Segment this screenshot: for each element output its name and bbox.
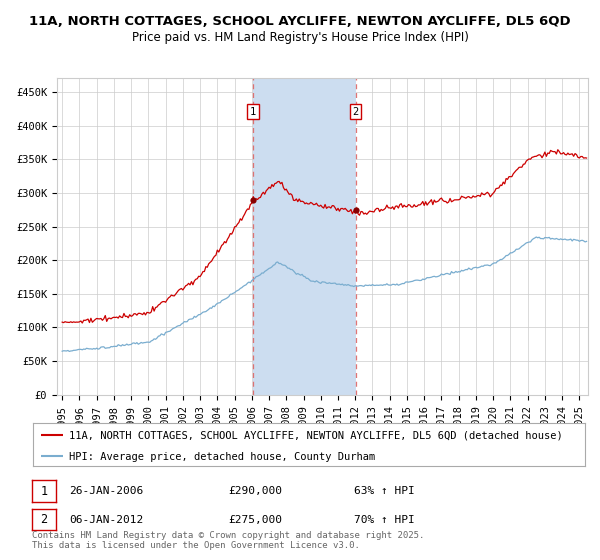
Text: Price paid vs. HM Land Registry's House Price Index (HPI): Price paid vs. HM Land Registry's House …: [131, 31, 469, 44]
Bar: [253, 78, 356, 395]
Text: 1: 1: [250, 106, 256, 116]
Text: 26-JAN-2006: 26-JAN-2006: [69, 486, 143, 496]
Text: 2: 2: [40, 513, 47, 526]
Text: Contains HM Land Registry data © Crown copyright and database right 2025.
This d: Contains HM Land Registry data © Crown c…: [32, 530, 424, 550]
Text: £290,000: £290,000: [228, 486, 282, 496]
Text: 11A, NORTH COTTAGES, SCHOOL AYCLIFFE, NEWTON AYCLIFFE, DL5 6QD (detached house): 11A, NORTH COTTAGES, SCHOOL AYCLIFFE, NE…: [69, 431, 563, 441]
Text: 06-JAN-2012: 06-JAN-2012: [69, 515, 143, 525]
Text: £275,000: £275,000: [228, 515, 282, 525]
Text: 1: 1: [40, 484, 47, 498]
Text: 2: 2: [352, 106, 359, 116]
Text: HPI: Average price, detached house, County Durham: HPI: Average price, detached house, Coun…: [69, 452, 375, 463]
Text: 11A, NORTH COTTAGES, SCHOOL AYCLIFFE, NEWTON AYCLIFFE, DL5 6QD: 11A, NORTH COTTAGES, SCHOOL AYCLIFFE, NE…: [29, 15, 571, 28]
Text: 70% ↑ HPI: 70% ↑ HPI: [354, 515, 415, 525]
Text: 63% ↑ HPI: 63% ↑ HPI: [354, 486, 415, 496]
